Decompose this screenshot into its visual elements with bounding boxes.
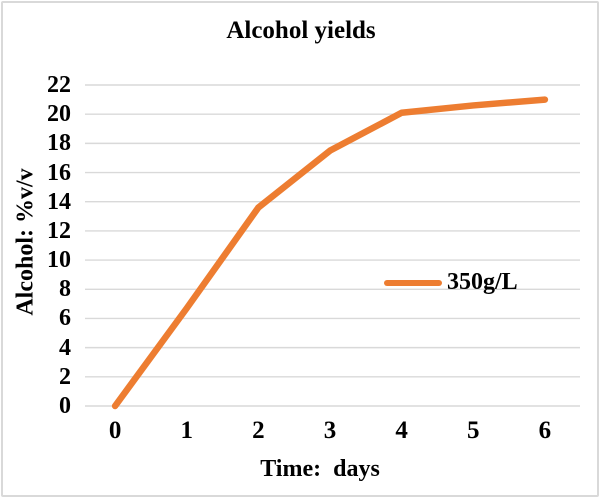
legend-series-label: 350g/L	[447, 269, 518, 295]
y-axis-title: Alcohol: %v/v	[12, 168, 39, 316]
legend: 350g/L	[384, 269, 518, 296]
x-axis-title: Time: days	[260, 456, 380, 482]
series-line	[111, 96, 549, 410]
legend-line-swatch	[384, 279, 442, 286]
chart-title: Alcohol yields	[226, 17, 376, 44]
